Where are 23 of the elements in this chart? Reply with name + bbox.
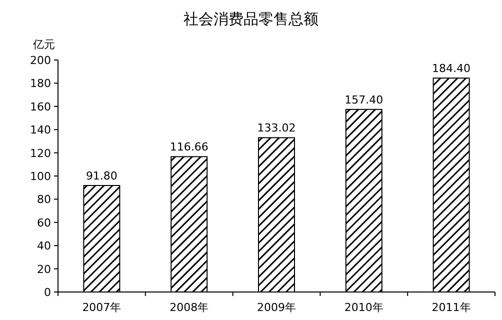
y-tick-label: 20 (37, 262, 51, 276)
data-label: 133.02 (257, 122, 296, 135)
y-tick-label: 0 (44, 286, 51, 299)
y-tick-label: 140 (30, 124, 51, 137)
y-tick-label: 80 (37, 193, 51, 206)
chart-title: 社会消费品零售总额 (184, 10, 318, 28)
x-tick-label: 2009年 (257, 301, 296, 314)
y-tick-label: 40 (37, 240, 51, 253)
y-tick-label: 60 (37, 216, 51, 230)
x-tick-label: 2008年 (170, 301, 209, 314)
y-tick-label: 120 (30, 146, 51, 160)
data-label: 157.40 (344, 93, 384, 106)
x-tick-label: 2011年 (432, 301, 471, 314)
y-tick-label: 200 (30, 54, 51, 67)
data-label: 91.80 (86, 170, 118, 183)
y-tick-label: 160 (30, 100, 51, 114)
y-tick-label: 100 (30, 170, 51, 183)
y-axis-title: 亿元 (32, 38, 55, 51)
x-tick-label: 2007年 (82, 301, 122, 314)
data-label: 184.40 (432, 62, 471, 76)
data-label: 116.66 (170, 140, 208, 154)
y-tick-label: 180 (30, 77, 51, 90)
x-tick-label: 2010年 (344, 301, 384, 314)
